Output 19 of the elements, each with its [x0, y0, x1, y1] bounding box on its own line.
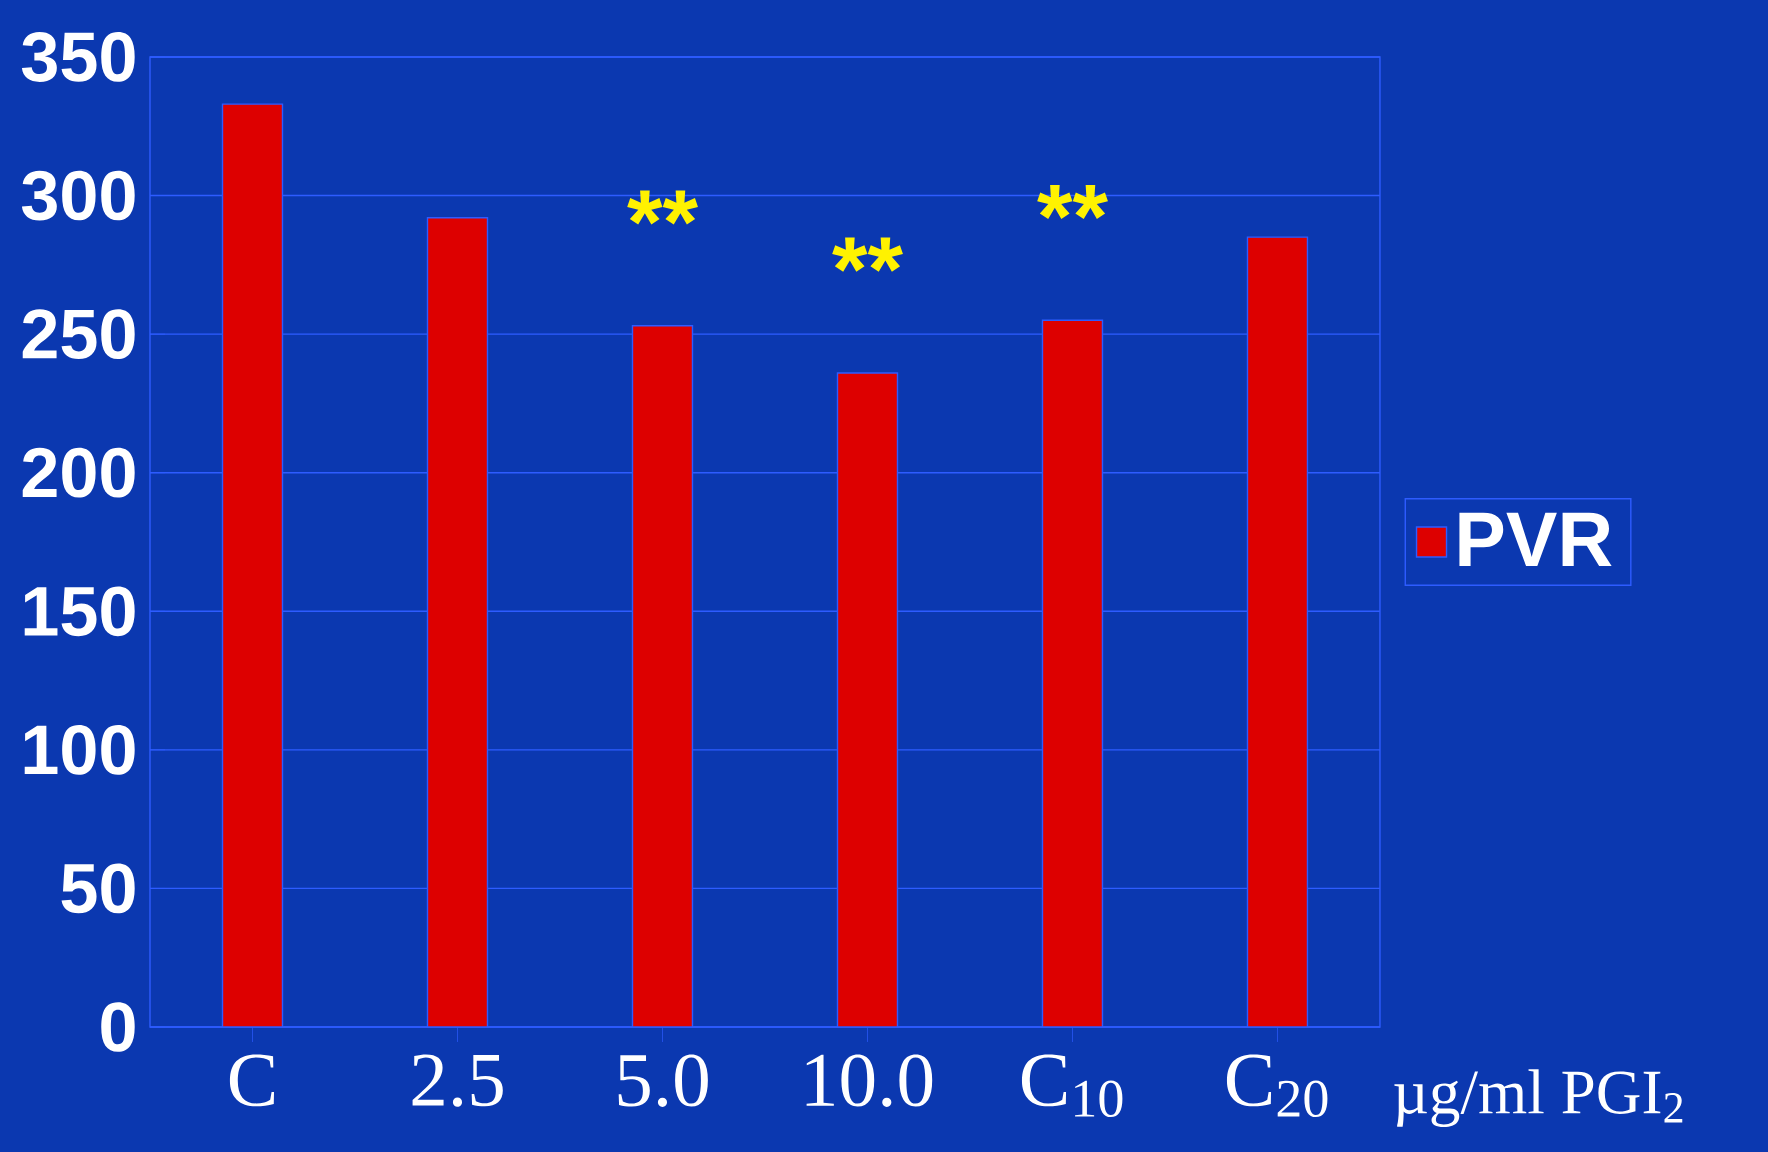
- x-tick-label: C$_{10}$: [1021, 1054, 1123, 1118]
- y-tick-label: 200: [22, 447, 135, 498]
- y-tick-label: 100: [24, 724, 135, 775]
- legend-label: PVR: [1459, 512, 1612, 566]
- annotation: **: [1037, 184, 1108, 219]
- x-tick-label: 10.0: [806, 1054, 933, 1107]
- x-tick-label: C$_{20}$: [1226, 1054, 1328, 1118]
- y-tick-label: 350: [21, 32, 135, 82]
- y-tick-label: 300: [21, 170, 135, 221]
- x-axis-title: µg/ml PGI$_{2}$: [1394, 1069, 1683, 1127]
- x-tick-label: 5.0: [618, 1054, 708, 1107]
- y-tick-label: 250: [22, 309, 135, 359]
- x-tick-label: C: [229, 1054, 274, 1107]
- annotation: **: [627, 190, 698, 225]
- y-tick-label: 0: [101, 1002, 135, 1052]
- annotation: **: [832, 237, 903, 272]
- y-tick-label: 50: [61, 863, 135, 914]
- y-tick-label: 150: [24, 586, 135, 637]
- x-tick-label: 2.5: [412, 1054, 503, 1107]
